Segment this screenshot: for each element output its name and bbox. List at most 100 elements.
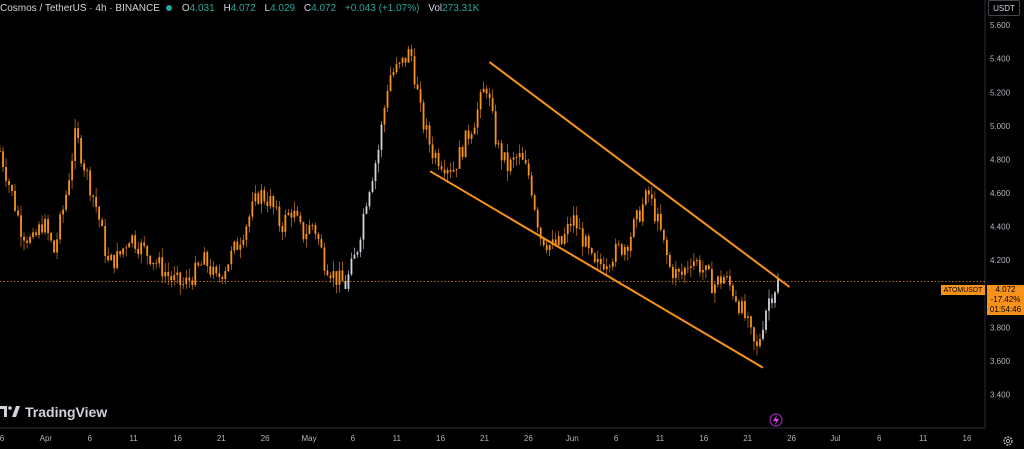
time-axis: 6 Apr 6 11 16 21 26 May 6 11 16 21 26 Jun 6 11 16 21 26 Jul… bbox=[0, 434, 972, 443]
candle bbox=[338, 261, 341, 293]
symbol-price-tag: ATOMUSDT bbox=[941, 285, 985, 295]
volume-value: 273.31K bbox=[442, 2, 480, 14]
candle bbox=[572, 206, 575, 233]
candle bbox=[482, 81, 485, 93]
candle bbox=[777, 273, 779, 295]
candle bbox=[659, 204, 662, 232]
candle bbox=[638, 206, 641, 223]
candle bbox=[590, 247, 593, 256]
candle bbox=[759, 333, 761, 349]
candle bbox=[305, 224, 308, 248]
candle bbox=[668, 252, 671, 269]
candle bbox=[422, 99, 425, 134]
time-tick-label: 21 bbox=[743, 434, 752, 443]
candle bbox=[134, 230, 137, 254]
time-tick-label: 26 bbox=[261, 434, 270, 443]
candle bbox=[593, 252, 596, 264]
candle bbox=[464, 130, 467, 158]
candles bbox=[0, 44, 779, 356]
candle bbox=[14, 184, 16, 213]
candle bbox=[506, 143, 509, 182]
candle bbox=[44, 214, 46, 235]
channel-lower-line[interactable] bbox=[429, 170, 764, 369]
currency-button[interactable]: USDT bbox=[988, 0, 1020, 16]
candle bbox=[62, 205, 64, 223]
candle bbox=[533, 193, 536, 212]
candle bbox=[20, 205, 22, 247]
time-tick-label: 11 bbox=[393, 434, 402, 443]
candle bbox=[266, 192, 269, 213]
candle bbox=[765, 308, 767, 334]
time-tick-label: 21 bbox=[480, 434, 489, 443]
candle bbox=[230, 245, 233, 270]
candle bbox=[455, 168, 458, 178]
candle bbox=[353, 247, 356, 259]
candle bbox=[143, 236, 146, 249]
candle bbox=[599, 253, 602, 271]
candle bbox=[744, 293, 746, 321]
candle bbox=[488, 87, 491, 106]
candle bbox=[173, 265, 176, 286]
candle bbox=[308, 219, 311, 235]
candle bbox=[152, 262, 155, 271]
candle bbox=[569, 217, 572, 232]
candle bbox=[497, 139, 500, 149]
candle bbox=[179, 271, 182, 295]
candle bbox=[155, 259, 158, 269]
candle bbox=[200, 261, 203, 266]
time-tick-label: 6 bbox=[614, 434, 619, 443]
time-tick-label: 16 bbox=[699, 434, 708, 443]
candle bbox=[194, 256, 197, 287]
candle bbox=[521, 146, 524, 161]
candle bbox=[161, 248, 164, 283]
high-value: 4.072 bbox=[230, 2, 256, 14]
candle bbox=[698, 255, 701, 277]
candle bbox=[290, 209, 293, 227]
candle bbox=[683, 266, 686, 284]
candle bbox=[209, 258, 212, 278]
candle bbox=[656, 207, 659, 232]
time-tick-label: 16 bbox=[173, 434, 182, 443]
candle bbox=[620, 243, 623, 257]
candle bbox=[449, 162, 452, 178]
candle bbox=[182, 277, 185, 289]
candle bbox=[515, 154, 518, 166]
gear-icon[interactable] bbox=[1002, 435, 1014, 447]
candle bbox=[705, 265, 707, 279]
candle bbox=[98, 205, 101, 228]
candle bbox=[632, 217, 635, 239]
candle bbox=[695, 257, 698, 266]
candle bbox=[281, 222, 284, 241]
candle bbox=[605, 258, 608, 277]
time-tick-label: 16 bbox=[436, 434, 445, 443]
channel-upper-line[interactable] bbox=[488, 61, 791, 288]
candle bbox=[410, 44, 413, 62]
tradingview-logo: TradingView bbox=[0, 404, 107, 420]
candle bbox=[711, 261, 713, 294]
candle bbox=[419, 81, 422, 113]
candle bbox=[674, 261, 677, 286]
price-tick-label: 4.200 bbox=[990, 256, 1011, 265]
candle bbox=[530, 171, 533, 198]
flash-icon[interactable] bbox=[769, 413, 783, 427]
price-tick-label: 4.400 bbox=[990, 223, 1011, 232]
candle bbox=[467, 124, 470, 146]
candle bbox=[756, 334, 758, 356]
candle bbox=[293, 201, 296, 223]
candle bbox=[59, 211, 61, 244]
candle bbox=[185, 269, 188, 290]
candle bbox=[323, 242, 326, 276]
ohlc-values: O4.031 H4.072 L4.029 C4.072 +0.043 (+1.0… bbox=[181, 2, 480, 14]
candle bbox=[176, 266, 179, 284]
candle bbox=[320, 234, 323, 249]
symbol-title[interactable]: Cosmos / TetherUS · 4h · BINANCE bbox=[0, 2, 160, 14]
price-tick-label: 5.200 bbox=[990, 88, 1011, 97]
candle bbox=[723, 274, 725, 285]
price-tick-label: 4.800 bbox=[990, 155, 1011, 164]
candle bbox=[116, 242, 119, 270]
candle bbox=[215, 265, 218, 277]
candle bbox=[158, 251, 161, 268]
candle bbox=[542, 237, 545, 247]
candle bbox=[71, 153, 73, 189]
